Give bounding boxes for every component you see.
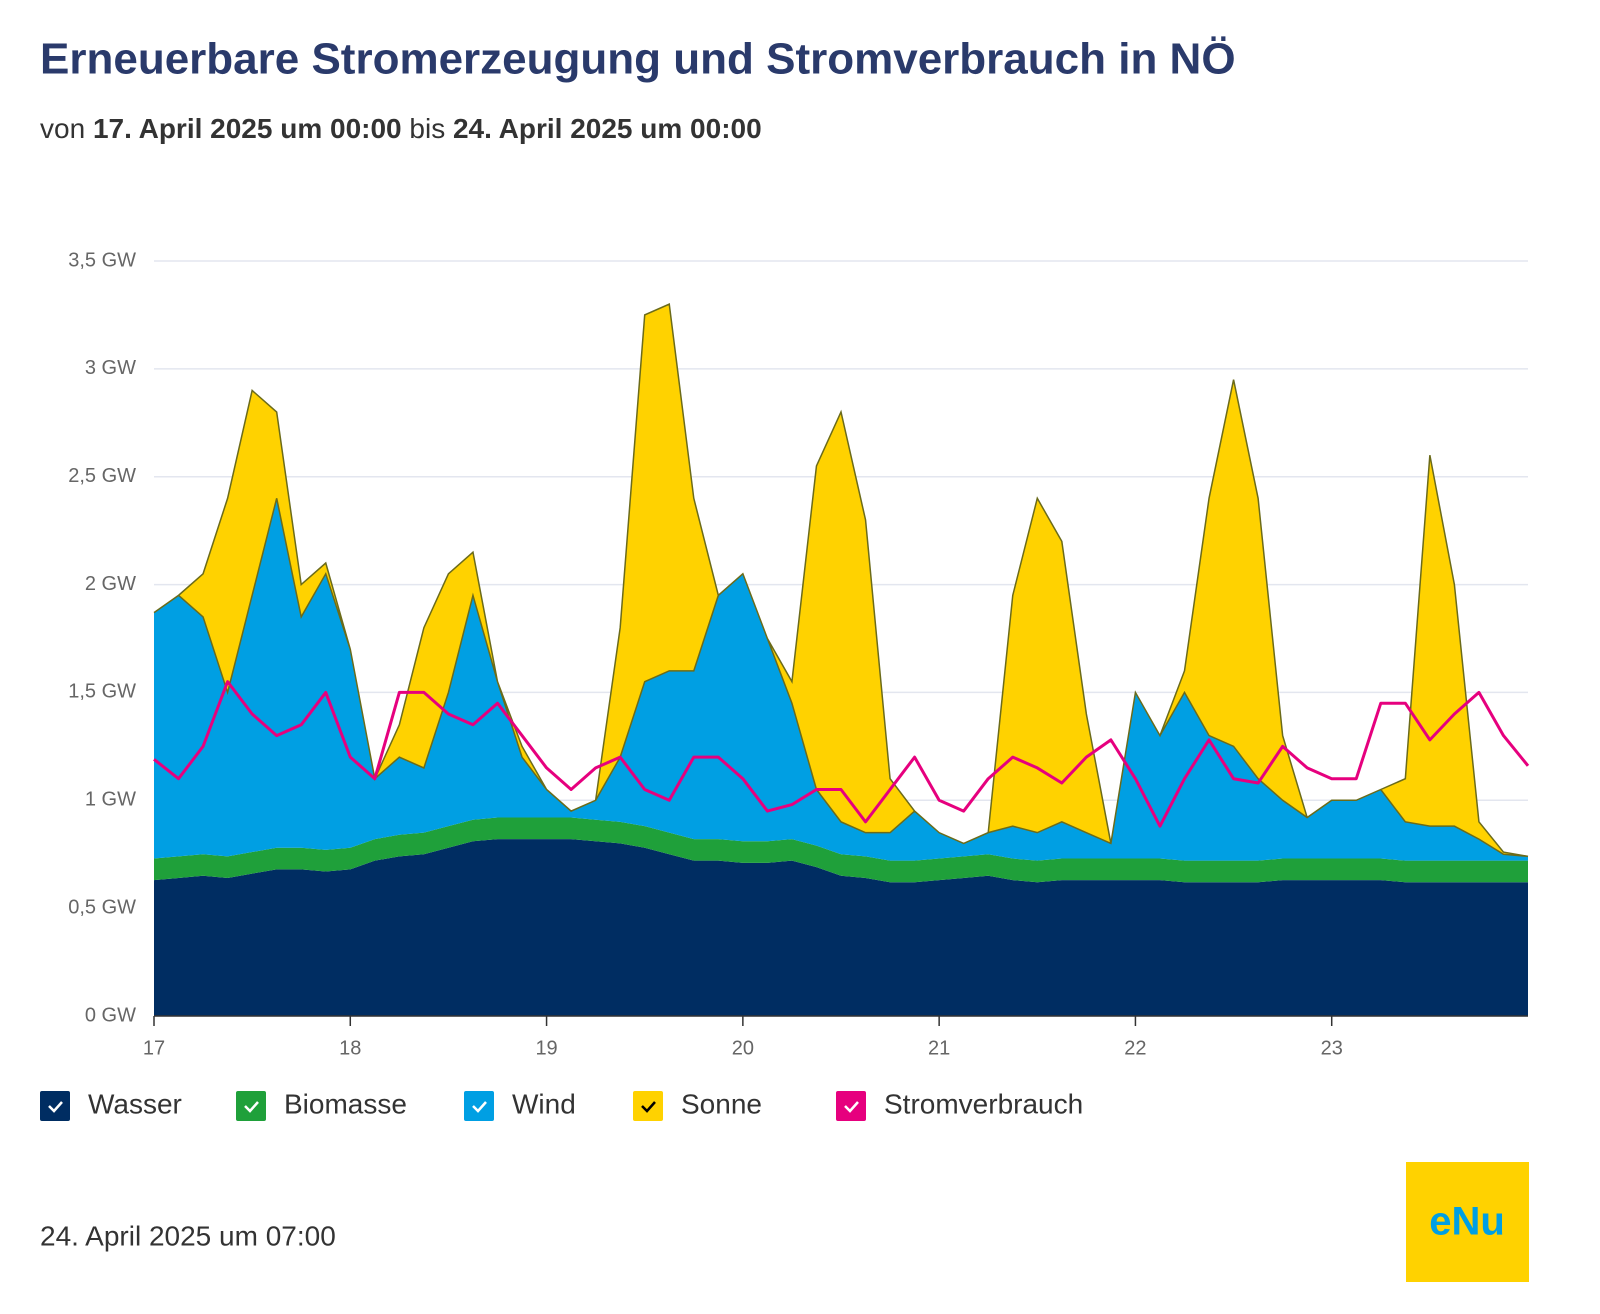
y-tick-label: 2,5 GW bbox=[68, 465, 136, 487]
legend-checkbox[interactable] bbox=[40, 1091, 70, 1121]
consumption-line bbox=[153, 680, 1530, 828]
legend-label: Stromverbrauch bbox=[884, 1088, 1083, 1119]
area-wasser bbox=[154, 839, 1528, 1016]
legend-label: Wasser bbox=[88, 1088, 182, 1119]
legend-item[interactable]: Wind bbox=[464, 1088, 576, 1121]
chart-title: Erneuerbare Stromerzeugung und Stromverb… bbox=[40, 35, 1236, 84]
legend-check bbox=[472, 1101, 487, 1113]
y-tick-label: 3 GW bbox=[85, 357, 136, 379]
legend-check bbox=[844, 1101, 859, 1113]
legend-checkbox[interactable] bbox=[236, 1091, 266, 1121]
area-sonne bbox=[153, 303, 1529, 858]
area-wind bbox=[154, 498, 1528, 861]
x-tick-label: 17 bbox=[143, 1037, 165, 1059]
legend-item[interactable]: Biomasse bbox=[236, 1088, 407, 1121]
y-tick-label: 3,5 GW bbox=[68, 249, 136, 271]
y-tick-label: 2 GW bbox=[85, 573, 136, 595]
x-tick-label: 22 bbox=[1124, 1037, 1146, 1059]
logo-box bbox=[1406, 1162, 1529, 1282]
chart-subtitle: von 17. April 2025 um 00:00 bis 24. Apri… bbox=[40, 113, 762, 144]
legend-label: Sonne bbox=[681, 1088, 762, 1119]
subtitle-part: 17. April 2025 um 00:00 bbox=[93, 113, 402, 144]
legend-check bbox=[641, 1101, 656, 1113]
legend-item[interactable]: Stromverbrauch bbox=[836, 1088, 1083, 1121]
area-biomasse bbox=[154, 817, 1528, 883]
legend-checkbox[interactable] bbox=[633, 1091, 663, 1121]
y-tick-label: 1,5 GW bbox=[68, 681, 136, 703]
y-tick-label: 0,5 GW bbox=[68, 896, 136, 918]
x-tick-label: 21 bbox=[928, 1037, 950, 1059]
x-tick-label: 23 bbox=[1321, 1037, 1343, 1059]
legend-checkbox[interactable] bbox=[836, 1091, 866, 1121]
legend-item[interactable]: Sonne bbox=[633, 1088, 762, 1121]
footer-date: 24. April 2025 um 07:00 bbox=[40, 1220, 336, 1251]
legend-checkbox[interactable] bbox=[464, 1091, 494, 1121]
legend-check bbox=[244, 1101, 259, 1113]
x-tick-label: 20 bbox=[732, 1037, 754, 1059]
legend-label: Wind bbox=[512, 1088, 576, 1119]
logo: eNu bbox=[1429, 1200, 1505, 1244]
x-tick-label: 19 bbox=[535, 1037, 557, 1059]
legend-label: Biomasse bbox=[284, 1088, 407, 1119]
legend-item[interactable]: Wasser bbox=[40, 1088, 182, 1121]
subtitle-part: bis bbox=[409, 113, 445, 144]
y-tick-label: 1 GW bbox=[85, 789, 136, 811]
subtitle-part: von bbox=[40, 113, 85, 144]
legend-check bbox=[48, 1101, 63, 1113]
y-tick-label: 0 GW bbox=[85, 1004, 136, 1026]
x-tick-label: 18 bbox=[339, 1037, 361, 1059]
subtitle-part: 24. April 2025 um 00:00 bbox=[453, 113, 762, 144]
plot-area: 0 GW 0,5 GW 1 GW 1,5 GW 2 GW 2,5 GW 3 GW 3,5 GW… bbox=[68, 249, 1530, 1059]
